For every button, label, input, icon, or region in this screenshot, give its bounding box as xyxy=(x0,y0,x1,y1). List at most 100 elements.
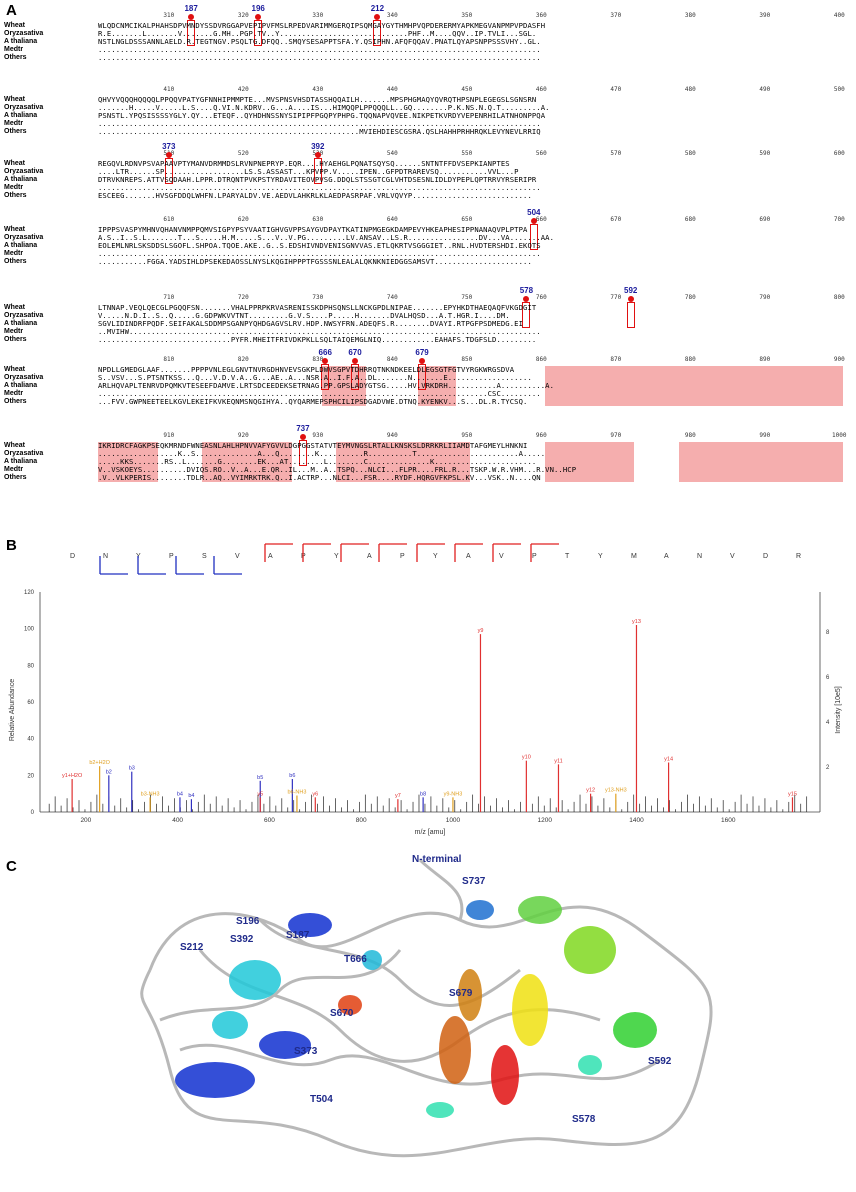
sequence-line: ...........FGGA.YADSIHLDPSEKEDAOSSLNYSLK… xyxy=(98,257,532,266)
phosphosite-box xyxy=(418,364,427,390)
residue-label: S187 xyxy=(286,930,310,941)
phosphosite-box xyxy=(321,364,330,390)
ruler-tick: 340 xyxy=(386,12,398,19)
sequence-line: DTRVKNREPS.ATTVSQDAAH.LPPR.DTRQNTPVKPSTY… xyxy=(98,175,537,184)
y-tick-label: 0 xyxy=(31,810,35,816)
peak-label: y7 xyxy=(395,793,401,799)
helix xyxy=(259,1031,311,1059)
x-tick-label: 1000 xyxy=(446,817,461,824)
sequence-line: ...FVV.GWPNEETEELKGVLEKEIFKVKEQNMSNQGIHY… xyxy=(98,397,528,406)
peptide-residue: D xyxy=(70,553,75,560)
ruler-tick: 850 xyxy=(461,356,473,363)
sequence-alignment-panel: 310 320 330 340 350 360 370 380 390 400 187 196 212 W… xyxy=(0,0,856,520)
phosphosite-box xyxy=(373,20,382,46)
ruler-tick: 500 xyxy=(833,86,845,93)
ruler-tick: 930 xyxy=(312,432,324,439)
peak-label: y15 xyxy=(788,791,797,797)
ruler-tick: 710 xyxy=(163,294,175,301)
alignment-block: 910 920 930 940 950 960 970 980 990 1000 737 Wheat I… xyxy=(0,424,856,490)
ruler-tick: 440 xyxy=(386,86,398,93)
y-axis-label: Relative Abundance xyxy=(9,679,16,741)
ruler-tick: 1000 xyxy=(832,432,847,439)
peak-label: b3-NH3 xyxy=(141,791,160,797)
ruler-tick: 390 xyxy=(759,12,771,19)
sequence-line: ..................K..S..............A...… xyxy=(98,449,546,458)
ms-spectrum-panel: D N Y P S V A P Y A P Y A V P T Y M A N V D R 0 20 40 60 80 100 120 2 4… xyxy=(0,540,856,840)
phosphosite-box xyxy=(522,302,531,328)
peptide-residue: V xyxy=(235,553,240,560)
species-label: Others xyxy=(4,192,27,199)
sequence-line: LTNNAP.VEQLQECGLPGQQFSN.......VHALPPRPKR… xyxy=(98,303,537,312)
x-tick-label: 800 xyxy=(356,817,367,824)
ruler-tick: 820 xyxy=(237,356,249,363)
helix xyxy=(613,1012,657,1048)
peak-label: b3 xyxy=(129,766,135,772)
alignment-block: 410 420 430 440 450 460 470 480 490 500 Wheat QHVYV… xyxy=(0,82,856,144)
peptide-residue: V xyxy=(499,553,504,560)
phosphosite-dot xyxy=(523,296,530,302)
residue-label: N-terminal xyxy=(412,854,462,865)
y-tick-label: 40 xyxy=(27,737,34,743)
helix xyxy=(426,1102,454,1118)
phosphosite-label: 187 xyxy=(184,4,198,13)
phosphosite-box xyxy=(164,158,173,184)
x-tick-label: 1600 xyxy=(721,817,736,824)
sequence-line: SGVLIDINDRFPQDF.SEIFAKALSDDMPSGANPYQHDGA… xyxy=(98,319,524,328)
species-label: Medtr xyxy=(4,184,24,191)
ruler-tick: 670 xyxy=(610,216,622,223)
peak-label: y1+H2O xyxy=(62,773,83,779)
phosphosite-box xyxy=(298,440,307,466)
species-label: Wheat xyxy=(4,22,25,29)
peptide-residue: P xyxy=(532,553,537,560)
ruler-tick: 880 xyxy=(684,356,696,363)
x-tick-label: 1400 xyxy=(629,817,644,824)
peak-label: b6 xyxy=(289,773,295,779)
sequence-line: R.E.......L.......V.......G.MH..PGP.TV..… xyxy=(98,29,537,38)
species-label: Medtr xyxy=(4,250,24,257)
ruler-tick: 550 xyxy=(461,150,473,157)
y-tick-label: 80 xyxy=(27,663,34,669)
x-axis-label: m/z [amu] xyxy=(415,829,446,836)
phosphosite-label: 373 xyxy=(162,142,176,151)
ruler-tick: 350 xyxy=(461,12,473,19)
residue-label: T666 xyxy=(344,954,367,965)
helix xyxy=(518,896,562,924)
phosphosite-dot xyxy=(419,358,426,364)
species-label: Others xyxy=(4,54,27,61)
phosphosite-dot xyxy=(165,152,172,158)
sequence-line: ..MVIHW.................................… xyxy=(98,327,541,336)
phosphosite-box xyxy=(626,302,635,328)
alignment-block: 710 720 730 740 750 760 770 780 790 800 578 592 Whea… xyxy=(0,286,856,352)
species-label: Medtr xyxy=(4,466,24,473)
peak-label: y10 xyxy=(522,755,531,761)
ruler-tick: 840 xyxy=(386,356,398,363)
conserved-highlight xyxy=(545,366,843,406)
ruler-tick: 740 xyxy=(386,294,398,301)
peptide-residue: Y xyxy=(334,553,339,560)
conserved-highlight xyxy=(336,442,471,482)
y-right-tick-label: 6 xyxy=(826,675,830,681)
helix xyxy=(212,1011,248,1039)
ruler-tick: 540 xyxy=(386,150,398,157)
peptide-residue: P xyxy=(169,553,174,560)
ruler-tick: 700 xyxy=(833,216,845,223)
phosphosite-dot xyxy=(188,14,195,20)
y-tick-label: 20 xyxy=(27,773,34,779)
phosphosite-label: 212 xyxy=(370,4,385,13)
species-label: A thaliana xyxy=(4,320,38,327)
residue-label: S679 xyxy=(449,988,473,999)
species-label: Medtr xyxy=(4,328,24,335)
helix xyxy=(338,995,362,1015)
peak-label: b2+H2O xyxy=(89,760,110,766)
helix xyxy=(578,1055,602,1075)
helix xyxy=(229,960,281,1000)
phosphosite-dot xyxy=(314,152,321,158)
ruler-tick: 680 xyxy=(684,216,696,223)
sequence-line: NSTLNGLDSSSANNLAELD.R.TEGTNGV.PSQLTG.DFQ… xyxy=(98,37,541,46)
species-label: Others xyxy=(4,258,27,265)
species-label: Oryzasativa xyxy=(4,104,44,111)
peptide-residue: A xyxy=(268,553,273,560)
peak-label: y9-NH3 xyxy=(444,791,463,797)
phosphosite-box xyxy=(254,20,263,46)
y-ion-bracket xyxy=(340,543,369,562)
